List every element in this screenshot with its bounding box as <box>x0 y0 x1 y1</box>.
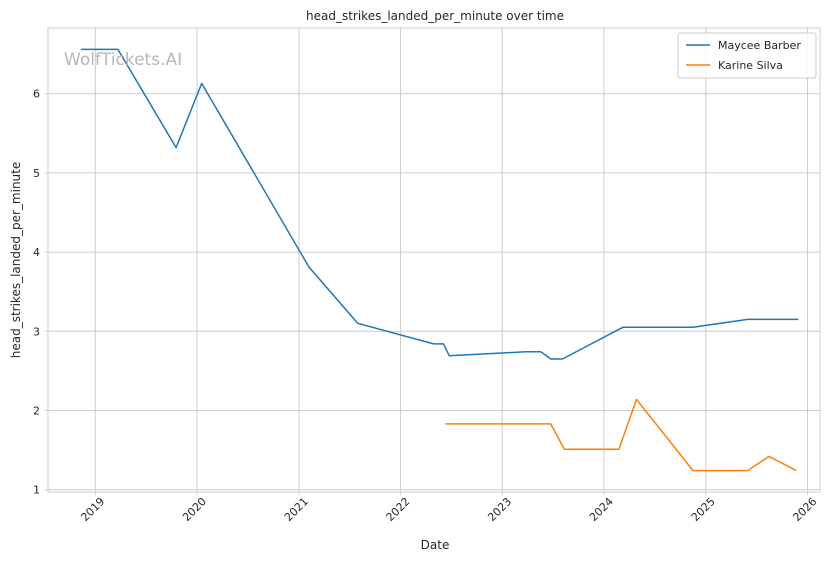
series-line-0 <box>80 48 799 360</box>
series-layer <box>80 48 799 472</box>
chart-title: head_strikes_landed_per_minute over time <box>306 9 564 23</box>
plot-area <box>48 28 820 492</box>
y-tick-label: 5 <box>33 167 40 180</box>
y-tick-label: 2 <box>33 404 40 417</box>
y-tick-label: 6 <box>33 88 40 101</box>
y-tick-label: 4 <box>33 246 40 259</box>
y-tick-label: 1 <box>33 484 40 497</box>
x-axis-title: Date <box>421 538 450 552</box>
y-axis-title: head_strikes_landed_per_minute <box>9 162 23 359</box>
legend-label-1: Karine Silva <box>718 59 783 72</box>
legend-label-0: Maycee Barber <box>718 39 801 52</box>
series-line-1 <box>445 398 797 472</box>
grid <box>48 28 820 492</box>
plot-frame <box>47 27 821 493</box>
legend: Maycee Barber Karine Silva <box>677 32 817 79</box>
y-tick-label: 3 <box>33 325 40 338</box>
y-axis: 1 2 3 4 5 6 <box>33 88 48 497</box>
legend-box <box>677 32 817 79</box>
watermark-text: WolfTickets.AI <box>64 50 182 70</box>
